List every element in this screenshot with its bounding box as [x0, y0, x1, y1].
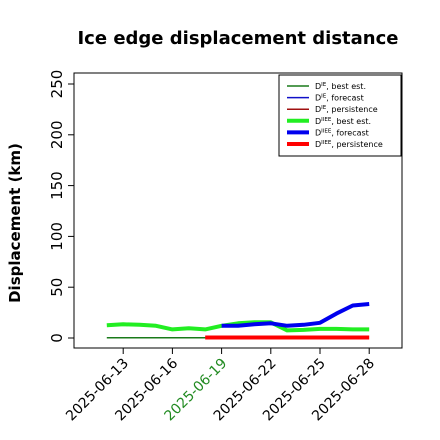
legend-entry-label: DIE, forecast	[315, 94, 364, 103]
chart-title: Ice edge displacement distance	[77, 28, 398, 49]
y-tick-label: 50	[48, 278, 66, 297]
y-tick-label: 0	[48, 333, 66, 343]
legend: DIE, best est. DIE, forecast DIE, persiste…	[278, 74, 402, 157]
y-axis: 0 50 100 150 200 250	[48, 70, 74, 343]
legend-entry-label: DIE, best est.	[315, 82, 366, 91]
y-axis-label: Displacement (km)	[6, 143, 24, 303]
series-line-4	[106, 320, 370, 333]
legend-entry-label: DIE, persistence	[315, 105, 378, 114]
y-tick-label: 150	[48, 171, 66, 200]
legend-entry-label: DIIEE, forecast	[315, 128, 369, 137]
legend-entry-label: DIIEE, persistence	[315, 140, 383, 149]
plot-frame	[73, 72, 403, 349]
y-tick-label: 250	[48, 70, 66, 99]
y-tick-label: 100	[48, 222, 66, 251]
series-line-5	[221, 302, 370, 328]
series-layer	[106, 302, 370, 340]
x-axis: 2025-06-132025-06-162025-06-192025-06-22…	[63, 348, 378, 424]
y-tick-label: 200	[48, 120, 66, 149]
legend-entry-label: DIIEE, best est.	[315, 117, 371, 126]
